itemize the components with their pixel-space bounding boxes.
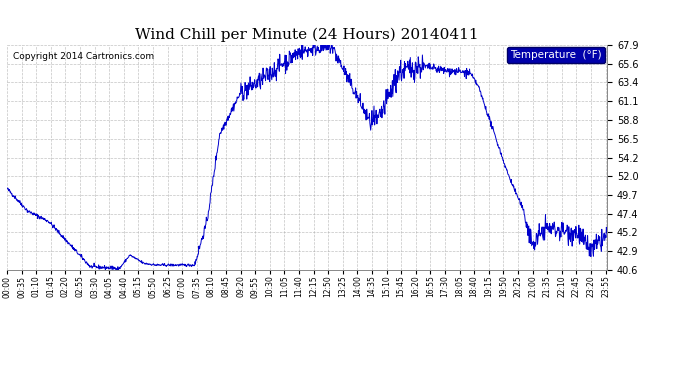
Text: Copyright 2014 Cartronics.com: Copyright 2014 Cartronics.com: [13, 52, 154, 61]
Legend: Temperature  (°F): Temperature (°F): [507, 47, 605, 63]
Title: Wind Chill per Minute (24 Hours) 20140411: Wind Chill per Minute (24 Hours) 2014041…: [135, 28, 479, 42]
